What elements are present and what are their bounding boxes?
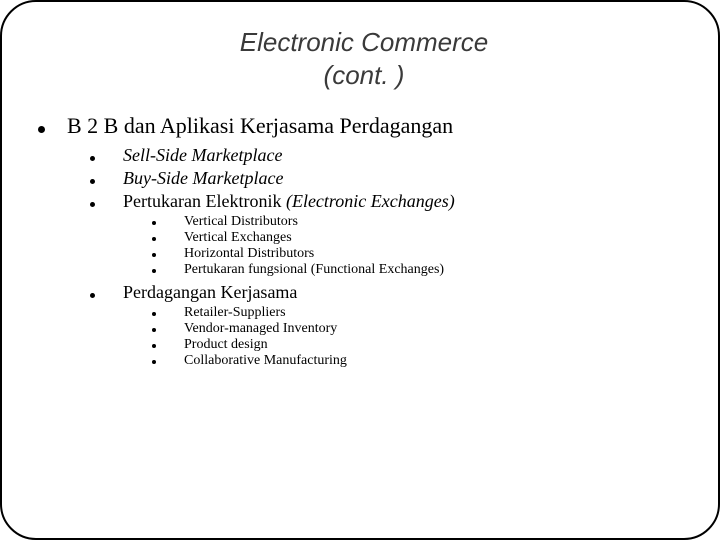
l3-item: Collaborative Manufacturing xyxy=(152,353,690,369)
l3-item: Pertukaran fungsional (Functional Exchan… xyxy=(152,262,690,278)
l3-item: Retailer-Suppliers xyxy=(152,305,690,321)
bullet-icon xyxy=(90,179,95,184)
l3-text: Horizontal Distributors xyxy=(184,246,314,262)
bullet-icon xyxy=(152,237,156,241)
title-line-2: (cont. ) xyxy=(324,60,405,90)
title-line-1: Electronic Commerce xyxy=(240,27,489,57)
l3-text: Vendor-managed Inventory xyxy=(184,321,337,337)
l3-text: Vertical Exchanges xyxy=(184,230,292,246)
l2-text: Buy-Side Marketplace xyxy=(123,168,283,189)
outline-level-1: B 2 B dan Aplikasi Kerjasama Perdagangan… xyxy=(38,113,690,369)
l2-text: Sell-Side Marketplace xyxy=(123,145,282,166)
l2-text: Perdagangan Kerjasama xyxy=(123,282,297,303)
l2-text: Pertukaran Elektronik (Electronic Exchan… xyxy=(123,191,455,212)
l3-text: Retailer-Suppliers xyxy=(184,305,286,321)
l3-item: Vendor-managed Inventory xyxy=(152,321,690,337)
bullet-icon xyxy=(152,360,156,364)
l3-text: Collaborative Manufacturing xyxy=(184,353,347,369)
bullet-icon xyxy=(90,202,95,207)
outline-level-3: Retailer-Suppliers Vendor-managed Invent… xyxy=(152,305,690,369)
l2-item: Perdagangan Kerjasama Retailer-Suppliers… xyxy=(90,282,690,369)
bullet-icon xyxy=(152,221,156,225)
l3-text: Product design xyxy=(184,337,268,353)
l3-item: Horizontal Distributors xyxy=(152,246,690,262)
slide-frame: Electronic Commerce (cont. ) B 2 B dan A… xyxy=(0,0,720,540)
bullet-icon xyxy=(152,269,156,273)
bullet-icon xyxy=(152,253,156,257)
l2-text-plain: Pertukaran Elektronik xyxy=(123,191,286,211)
slide-title: Electronic Commerce (cont. ) xyxy=(38,26,690,91)
outline-level-2: Sell-Side Marketplace Buy-Side Marketpla… xyxy=(90,145,690,369)
bullet-icon xyxy=(152,328,156,332)
bullet-icon xyxy=(38,126,45,133)
bullet-icon xyxy=(152,312,156,316)
bullet-icon xyxy=(152,344,156,348)
l2-item: Buy-Side Marketplace xyxy=(90,168,690,189)
l3-text: Pertukaran fungsional (Functional Exchan… xyxy=(184,262,444,278)
outline-level-3: Vertical Distributors Vertical Exchanges… xyxy=(152,214,690,278)
l1-item: B 2 B dan Aplikasi Kerjasama Perdagangan… xyxy=(38,113,690,369)
l2-text-italic: (Electronic Exchanges) xyxy=(286,191,455,211)
bullet-icon xyxy=(90,156,95,161)
l2-item: Sell-Side Marketplace xyxy=(90,145,690,166)
l3-item: Vertical Exchanges xyxy=(152,230,690,246)
l3-item: Product design xyxy=(152,337,690,353)
bullet-icon xyxy=(90,293,95,298)
l1-heading: B 2 B dan Aplikasi Kerjasama Perdagangan xyxy=(67,113,453,139)
l2-item: Pertukaran Elektronik (Electronic Exchan… xyxy=(90,191,690,278)
l3-text: Vertical Distributors xyxy=(184,214,298,230)
l3-item: Vertical Distributors xyxy=(152,214,690,230)
